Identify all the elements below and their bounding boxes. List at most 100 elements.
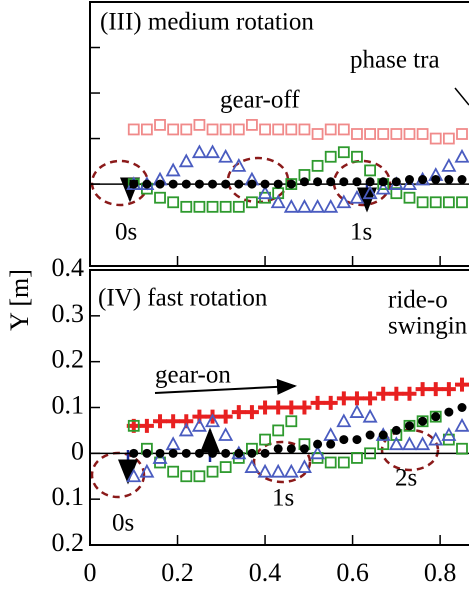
triangle-marker (218, 427, 234, 441)
cross-marker (166, 414, 181, 429)
square-marker (180, 200, 193, 213)
square-marker (285, 123, 298, 136)
dot-marker (391, 177, 401, 187)
square-marker (364, 164, 376, 177)
annotation: gear-on (155, 362, 231, 389)
dot-marker (142, 179, 152, 189)
square-marker (377, 128, 390, 140)
square-marker (154, 118, 166, 131)
square-marker (232, 123, 245, 136)
dot-marker (208, 448, 218, 458)
y-tick-label: 0.2 (52, 345, 85, 374)
dot-marker (194, 448, 204, 458)
dot-marker (247, 448, 257, 458)
square-marker (403, 128, 416, 140)
dot-marker (326, 177, 336, 187)
square-marker (259, 433, 271, 446)
cross-marker (389, 386, 404, 401)
cross-marker (402, 386, 417, 401)
dot-marker (168, 448, 178, 458)
triangle-marker (205, 413, 221, 428)
y-tick-label: 0.1 (52, 482, 85, 511)
dot-marker (221, 179, 231, 189)
cross-marker (441, 382, 456, 397)
panel: (III) medium rotation phase tra gear-off 0s… (89, 1, 469, 267)
dot-marker (418, 175, 428, 185)
square-marker (193, 200, 206, 213)
dot-marker (181, 448, 191, 458)
y-tick-label: 0.3 (52, 299, 85, 328)
cross-marker (258, 400, 273, 415)
square-marker (456, 442, 468, 455)
dot-marker (457, 175, 467, 185)
triangle-marker (441, 427, 457, 441)
square-marker (390, 128, 403, 140)
dot-marker (431, 412, 441, 422)
square-marker (206, 465, 219, 478)
square-marker (127, 419, 140, 432)
triangle-marker (270, 194, 286, 209)
dot-marker (129, 448, 139, 458)
square-marker (298, 123, 311, 136)
triangle-marker (336, 413, 352, 428)
x-tick-label: 0.2 (161, 558, 194, 587)
triangle-marker (428, 431, 444, 446)
cross-marker (284, 400, 299, 415)
square-marker (337, 123, 350, 136)
square-marker (364, 447, 376, 460)
triangle-marker (454, 417, 469, 432)
triangle-marker (139, 463, 155, 478)
square-marker (127, 123, 140, 136)
dot-marker (260, 448, 270, 458)
annotation: (III) medium rotation (100, 9, 314, 36)
dot-marker (286, 179, 296, 189)
annotation: ride-o (388, 287, 448, 314)
cross-marker (415, 382, 430, 397)
cross-marker (244, 405, 259, 420)
dot-marker (339, 435, 349, 445)
dot-marker (142, 448, 152, 458)
triangle-marker (323, 198, 339, 213)
dot-marker (404, 175, 414, 185)
triangle-marker (441, 157, 457, 172)
dot-marker (155, 179, 165, 189)
square-marker (429, 196, 442, 209)
square-marker (232, 200, 245, 213)
triangle-marker (296, 198, 312, 213)
square-marker (246, 196, 258, 209)
triangle-marker (310, 198, 326, 213)
y-tick-label: 0.4 (52, 253, 85, 282)
plot-frame (89, 1, 469, 267)
cross-marker (153, 414, 168, 429)
triangle-marker (244, 459, 260, 473)
square-marker (324, 150, 337, 163)
dot-marker (457, 403, 467, 412)
square-marker (219, 200, 232, 213)
annotation: 1s (272, 485, 294, 512)
dot-marker (365, 177, 375, 187)
cross-marker (271, 400, 286, 415)
dashed-circle (252, 440, 312, 484)
dot-marker (181, 179, 191, 189)
square-marker (351, 150, 363, 163)
triangle-marker (401, 176, 417, 190)
triangle-marker (336, 194, 352, 209)
square-marker (193, 470, 206, 483)
cross-marker (310, 395, 325, 410)
annotation: 1s (350, 219, 372, 246)
triangle-marker (165, 436, 181, 451)
dot-marker (352, 177, 362, 187)
dot-marker (444, 407, 454, 417)
dot-marker (299, 177, 309, 187)
x-tick-label: 0.6 (336, 558, 369, 587)
cross-marker (363, 391, 378, 406)
gear-on-arrow (154, 378, 297, 395)
triangle-marker (178, 422, 194, 437)
triangle-marker (283, 198, 299, 213)
square-marker (403, 191, 416, 204)
cross-marker (218, 409, 233, 424)
triangle-marker (375, 180, 391, 195)
dot-marker (313, 177, 323, 187)
dot-marker (129, 179, 139, 189)
